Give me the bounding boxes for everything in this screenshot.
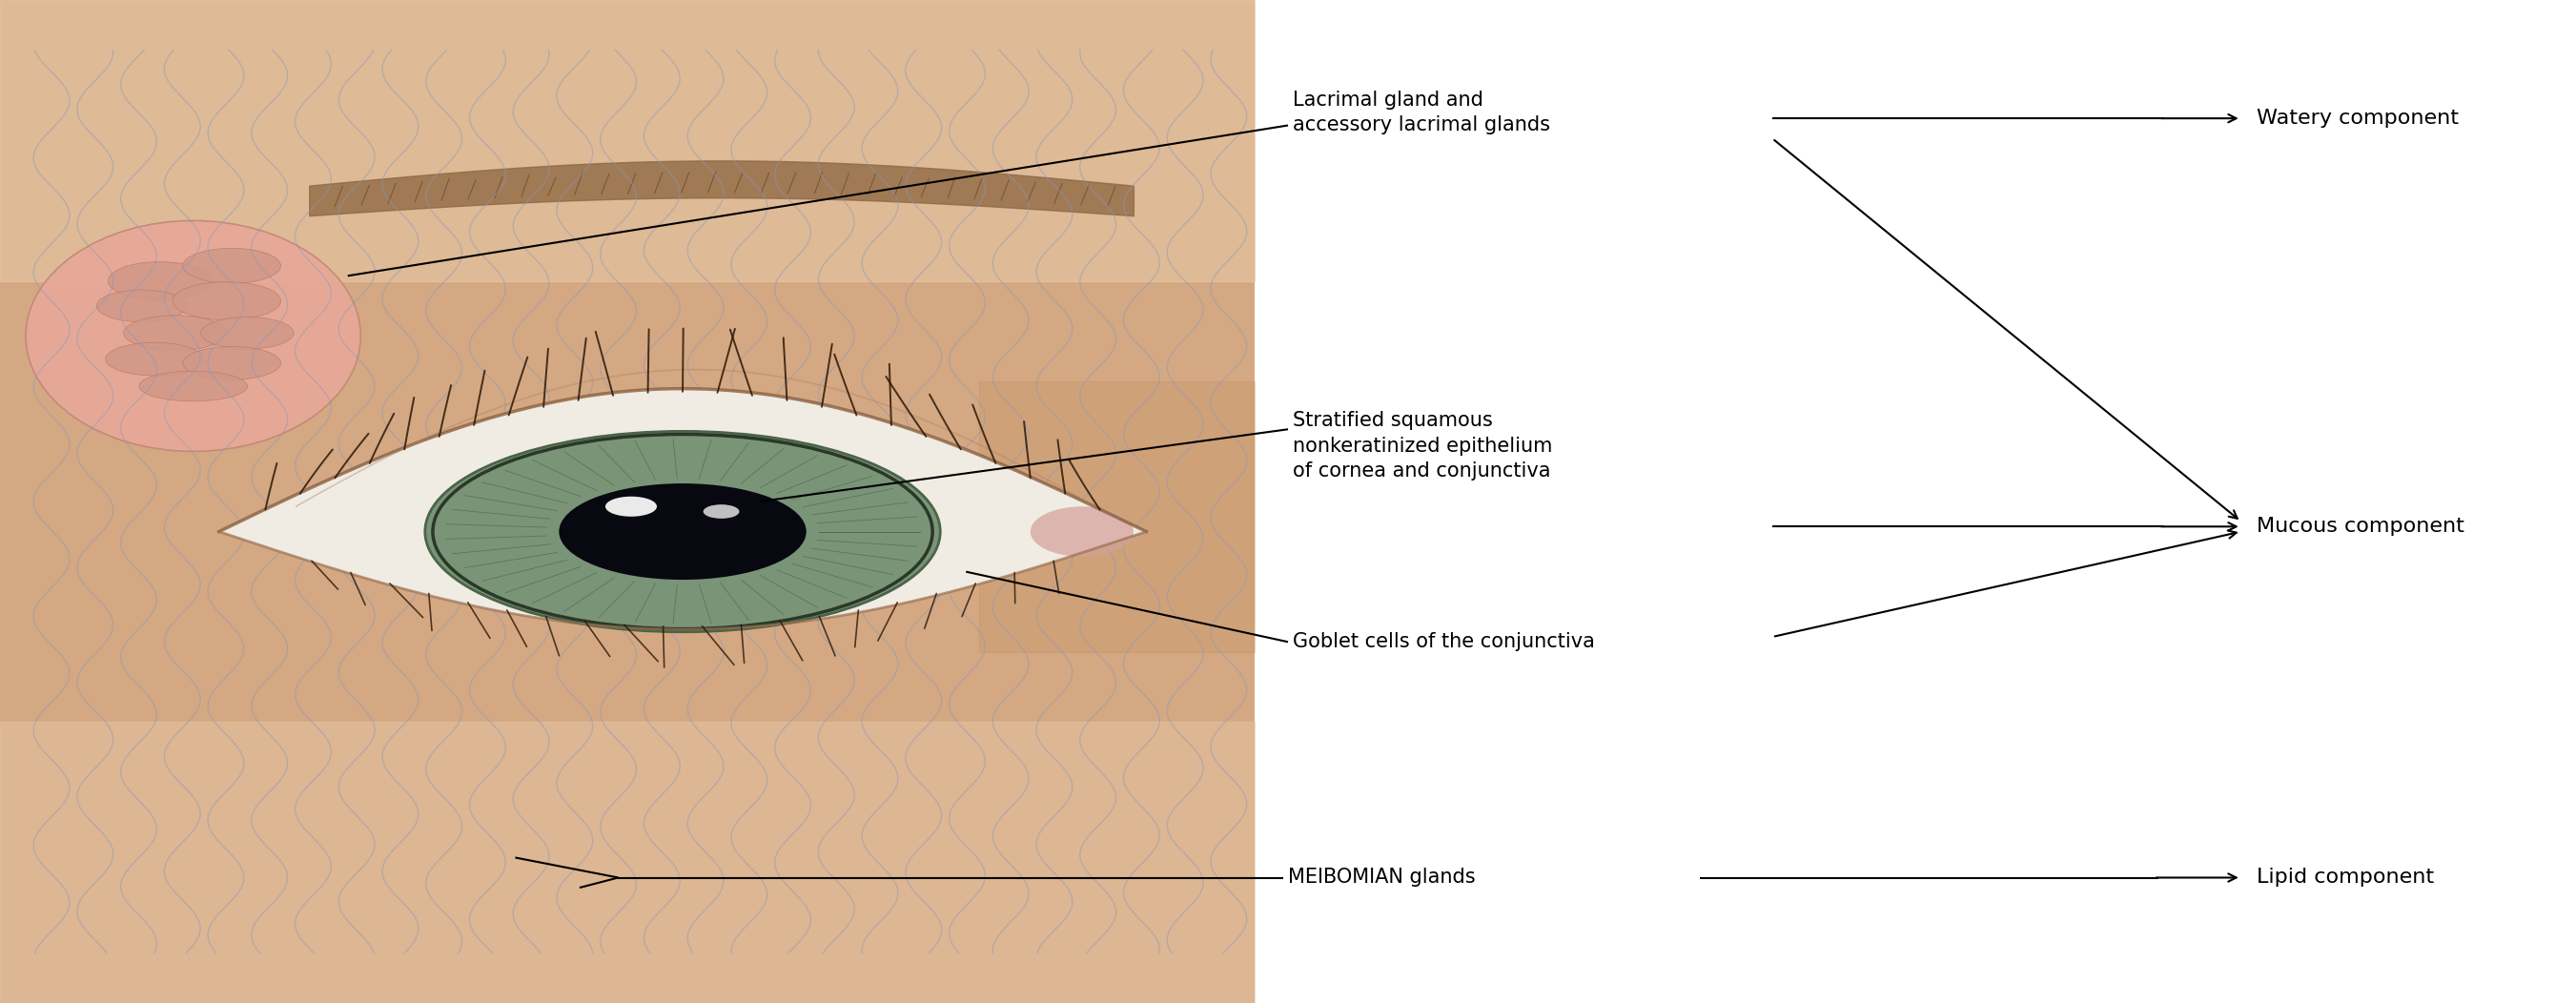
Ellipse shape [201, 317, 294, 349]
Polygon shape [219, 389, 1146, 629]
Text: sk: sk [1018, 619, 1030, 629]
Text: Watery component: Watery component [2257, 108, 2458, 128]
Text: MEIBOMIAN glands: MEIBOMIAN glands [1288, 868, 1476, 888]
Ellipse shape [1030, 507, 1133, 557]
Text: Mucous component: Mucous component [2257, 517, 2465, 537]
Ellipse shape [26, 221, 361, 451]
Circle shape [559, 483, 806, 580]
Circle shape [425, 431, 940, 632]
Text: Stratified squamous
nonkeratinized epithelium
of cornea and conjunctiva: Stratified squamous nonkeratinized epith… [1293, 411, 1553, 480]
Ellipse shape [98, 290, 185, 322]
Ellipse shape [139, 371, 247, 401]
Ellipse shape [173, 282, 281, 320]
Ellipse shape [108, 262, 211, 300]
Ellipse shape [124, 315, 227, 351]
Ellipse shape [106, 343, 204, 375]
Circle shape [605, 496, 657, 517]
Circle shape [703, 505, 739, 519]
Text: Lacrimal gland and
accessory lacrimal glands: Lacrimal gland and accessory lacrimal gl… [1293, 90, 1551, 134]
Ellipse shape [183, 249, 281, 283]
Bar [0, 0, 1255, 1003]
Text: Lipid component: Lipid component [2257, 868, 2434, 888]
Text: Goblet cells of the conjunctiva: Goblet cells of the conjunctiva [1293, 632, 1595, 652]
Ellipse shape [183, 347, 281, 379]
